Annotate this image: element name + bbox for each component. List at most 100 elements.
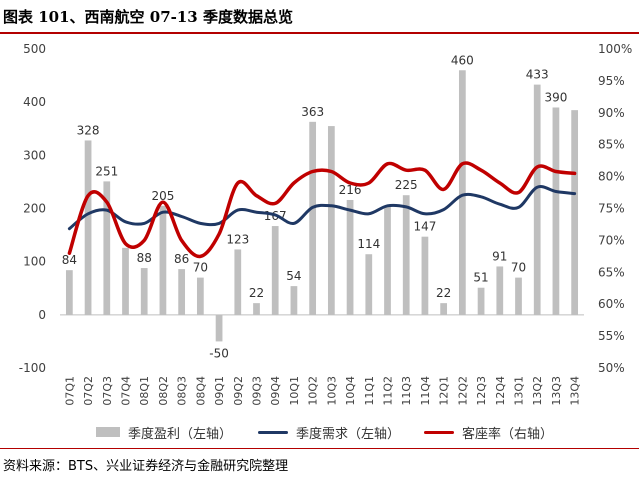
legend: 季度盈利（左轴） 季度需求（左轴） 客座率（右轴） (0, 421, 639, 443)
bar (571, 110, 579, 315)
x-tick-label: 12Q1 (438, 376, 451, 406)
x-tick-label: 10Q2 (307, 376, 320, 406)
source-note: 资料来源：BTS、兴业证券经济与金融研究院整理 (3, 459, 289, 474)
x-tick-label: 11Q2 (382, 376, 395, 406)
x-tick-label: 09Q2 (232, 376, 245, 406)
x-tick-label: 08Q1 (138, 376, 151, 406)
bar-value-label: 205 (151, 189, 174, 203)
bar-value-label: 225 (395, 178, 418, 192)
x-tick-label: 12Q3 (475, 376, 488, 406)
bars (65, 70, 579, 342)
bar-value-label: 114 (357, 237, 380, 251)
bar-value-label: 54 (286, 269, 301, 283)
legend-item-load-factor: 客座率（右轴） (424, 421, 553, 443)
demand-line (67, 185, 577, 231)
bar (103, 181, 111, 315)
bar (140, 268, 148, 315)
right-tick-label: 85% (598, 138, 625, 152)
right-tick-label: 70% (598, 233, 625, 247)
x-tick-label: 13Q3 (550, 376, 563, 406)
x-tick-label: 07Q1 (63, 376, 76, 406)
bar-value-label: 251 (95, 164, 118, 178)
bar (365, 254, 373, 315)
left-axis-ticks: -100 0 100 200 300 400 500 (19, 42, 46, 375)
bar (234, 249, 242, 315)
x-tick-label: 13Q1 (513, 376, 526, 406)
bar-value-label: 70 (511, 261, 526, 275)
x-tick-label: 10Q4 (344, 376, 357, 406)
bar (122, 247, 129, 315)
right-tick-label: 95% (598, 74, 625, 88)
bar-labels: 84328251882058670-5012322167543632161142… (62, 53, 568, 360)
bar-value-label: 86 (174, 252, 189, 266)
bar (421, 236, 429, 315)
x-tick-label: 12Q4 (494, 376, 507, 406)
bar-value-label: 51 (473, 271, 488, 285)
legend-swatch-load-factor (424, 430, 454, 434)
x-tick-labels: 07Q1 07Q2 07Q3 07Q4 08Q1 08Q2 08Q3 08Q4 09Q1 09Q2… (63, 376, 581, 406)
bar (515, 277, 522, 315)
source-divider (0, 448, 639, 449)
bar (496, 266, 504, 315)
bar (196, 277, 204, 315)
x-tick-label: 09Q4 (269, 376, 282, 406)
right-axis-ticks: 50% 55% 60% 65% 70% 75% 80% 85% 90% 95% 100% (598, 42, 632, 375)
chart: -100 0 100 200 300 400 500 50% 55% 60% 65% 70% 75% 8… (19, 42, 633, 406)
bar (178, 269, 186, 315)
right-tick-label: 90% (598, 106, 625, 120)
lines (67, 161, 577, 259)
x-tick-label: 07Q2 (82, 376, 95, 406)
bar-value-label: 91 (492, 249, 507, 263)
bar-value-label: 363 (301, 105, 324, 119)
x-tick-label: 13Q2 (531, 376, 544, 406)
legend-label-demand: 季度需求（左轴） (296, 426, 401, 442)
bar (477, 287, 485, 315)
bar-value-label: 123 (226, 232, 249, 246)
bar (327, 126, 335, 315)
bar (458, 70, 466, 315)
legend-label-profit: 季度盈利（左轴） (128, 426, 233, 442)
load-factor-line (67, 161, 577, 259)
x-tick-label: 10Q3 (325, 376, 338, 406)
bar (309, 121, 317, 315)
x-tick-label: 11Q4 (419, 376, 432, 406)
x-tick-label: 11Q1 (363, 376, 376, 406)
right-tick-label: 50% (598, 361, 625, 375)
left-tick-label: 100 (23, 255, 46, 269)
bar (533, 84, 541, 315)
left-tick-label: 300 (23, 148, 46, 162)
bar (65, 270, 73, 315)
x-tick-label: 11Q3 (400, 376, 413, 406)
bar-value-label: 328 (77, 123, 100, 137)
x-tick-label: 09Q3 (251, 376, 264, 406)
bar-value-label: 84 (62, 253, 77, 267)
legend-swatch-profit (96, 427, 120, 437)
bar-value-label: 390 (544, 90, 567, 104)
bar (290, 286, 298, 315)
bar-value-label: 70 (193, 261, 208, 275)
x-tick-label: 07Q4 (120, 376, 133, 406)
right-tick-label: 80% (598, 170, 625, 184)
bar (215, 314, 223, 342)
bar-value-label: 88 (137, 251, 152, 265)
x-tick-label: 09Q1 (213, 376, 226, 406)
right-tick-label: 100% (598, 42, 632, 56)
left-tick-label: -100 (19, 361, 46, 375)
legend-item-demand: 季度需求（左轴） (258, 421, 400, 443)
bar (402, 195, 410, 315)
bar-value-label: 433 (526, 68, 549, 82)
bar-value-label: 460 (451, 53, 474, 67)
bar (253, 303, 260, 315)
right-tick-label: 65% (598, 265, 625, 279)
x-tick-label: 08Q2 (157, 376, 170, 406)
bar (84, 140, 92, 315)
legend-item-profit: 季度盈利（左轴） (96, 421, 232, 443)
right-tick-label: 75% (598, 202, 625, 216)
title-divider (0, 32, 639, 34)
bar-value-label: -50 (209, 346, 229, 360)
bar (346, 199, 354, 315)
right-tick-label: 55% (598, 329, 625, 343)
bar-value-label: 216 (339, 183, 362, 197)
legend-label-load-factor: 客座率（右轴） (462, 426, 554, 442)
bar (440, 303, 448, 315)
